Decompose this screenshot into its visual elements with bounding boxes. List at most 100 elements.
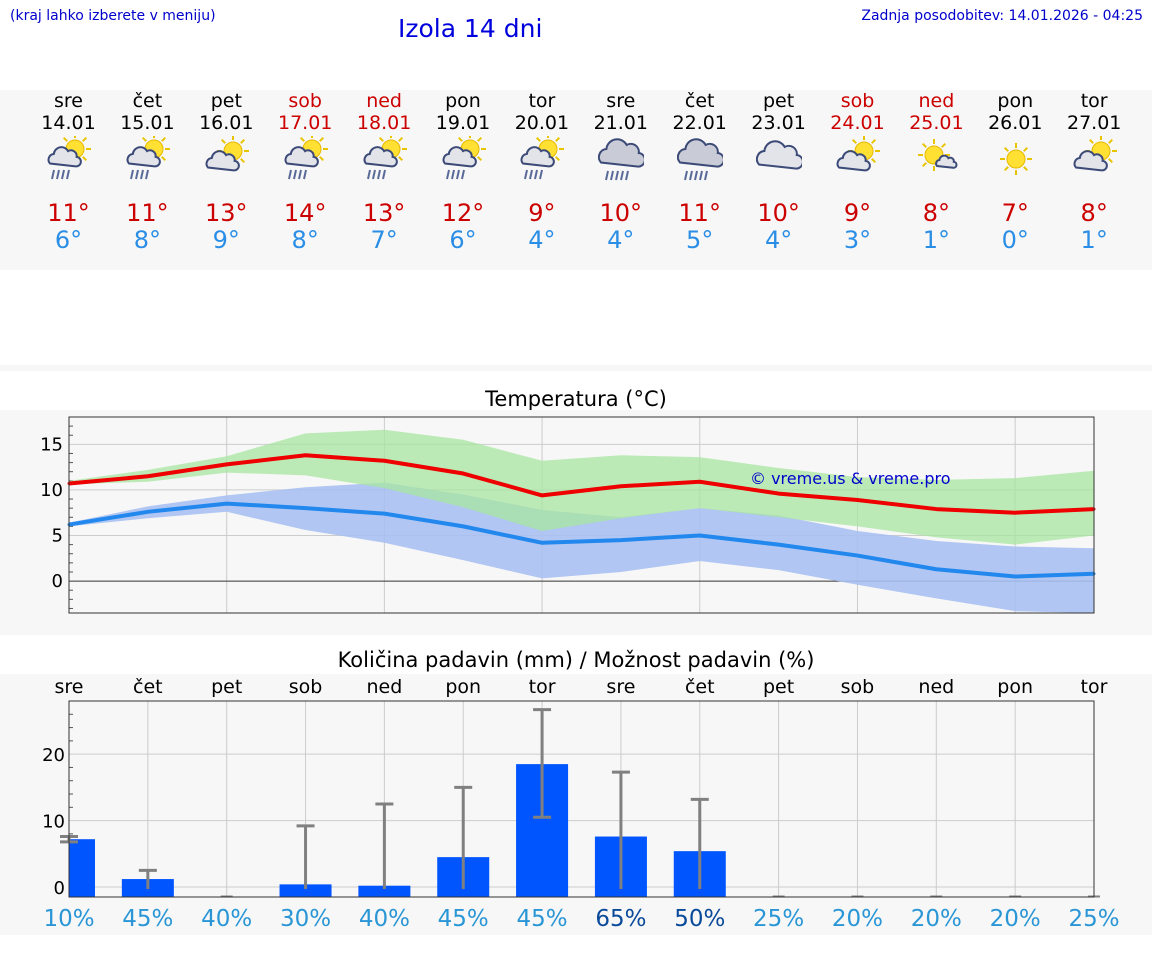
sun-cloud-icon [205,136,249,172]
temperature-chart: 0 5 10 15 © vreme.us & vreme.pro [40,416,1096,614]
sun-cloud-rain-icon [47,136,91,180]
category-label: čet [133,676,163,698]
precip-chance-label: 25% [1068,906,1119,932]
cloud-rain-icon [677,138,724,181]
min-temp: 8° [291,226,319,254]
category-label: pet [211,676,242,698]
y-tick-label: 15 [40,434,63,455]
y-tick-label: 5 [52,526,63,547]
precipitation-chart: 0 10 20 sre čet pet sob ned pon tor sre čet pet sob ne… [42,676,1119,932]
category-label: pon [445,676,481,698]
day-name: tor [528,90,556,112]
day-date: 18.01 [356,112,412,134]
max-temp-line-point [619,484,623,488]
precip-chance-label: 45% [438,906,489,932]
precip-chance-label: 20% [832,906,883,932]
precipitation-chart-panel: 0 10 20 sre čet pet sob ned pon tor sre čet pet sob ne… [0,674,1152,935]
precip-bar [358,885,411,897]
day-name: ned [918,90,955,112]
precip-chance-label: 40% [359,906,410,932]
sun-icon [999,143,1032,175]
min-temp-line-point [855,554,859,558]
min-temp-line-point [146,510,150,514]
precipitation-chart-title: Količina padavin (mm) / Možnost padavin … [337,648,815,672]
temperature-chart-title: Temperatura (°C) [485,387,667,411]
day-date: 15.01 [120,112,175,134]
precip-chance-label: 45% [122,906,173,932]
max-temp: 8° [922,199,951,227]
precip-chance-label: 30% [280,906,331,932]
day-date: 26.01 [988,112,1043,134]
min-temp-line-point [1013,575,1017,579]
plot-frame [68,700,1095,898]
category-label: sre [55,676,84,698]
day-name: čet [132,90,163,112]
day-date: 24.01 [830,112,885,134]
day-date: 17.01 [277,112,333,134]
min-temp: 3° [843,226,872,254]
min-temp-line-point [777,543,781,547]
max-temp: 9° [843,199,872,227]
max-temp: 9° [528,199,556,227]
category-label: tor [529,676,556,698]
min-temp: 1° [1080,226,1108,254]
day-name: tor [1080,90,1108,112]
day-date: 14.01 [41,112,96,134]
y-tick-label: 20 [42,745,65,766]
day-name: pet [210,90,242,112]
max-temp: 14° [283,199,327,227]
day-date: 19.01 [435,112,491,134]
day-name: sre [54,90,83,112]
watermark: © vreme.us & vreme.pro [750,469,951,488]
max-temp-line-point [540,493,544,497]
category-label: sre [606,676,635,698]
sun-cloud-icon [1073,136,1117,172]
max-temp: 11° [126,199,169,227]
day-name: pon [997,90,1034,112]
min-temp: 4° [607,226,635,254]
max-temp-line-point [1013,511,1017,515]
min-temp-line-point [934,567,938,571]
min-temp: 7° [370,226,398,254]
day-date: 27.01 [1066,112,1122,134]
category-label: ned [918,676,954,698]
precip-chance-label: 50% [674,906,725,932]
day-date: 22.01 [672,112,727,134]
category-label: tor [1081,676,1108,698]
location-hint: (kraj lahko izberete v meniju) [10,8,216,24]
max-temp-line-point [382,459,386,463]
daily-forecast-strip: sre 14.01 11° 6° čet 15.01 11° 8° pet 16.0… [0,90,1152,270]
day-name: sre [606,90,636,112]
min-temp-line-point [540,541,544,545]
sun-cloud-rain-icon [284,136,328,180]
max-temp-line [68,453,1095,515]
min-temp-line-point [382,512,386,516]
y-tick-label: 10 [40,480,63,501]
min-temp: 9° [212,226,240,254]
sun-cloud-rain-icon [126,136,170,180]
day-date: 23.01 [751,112,806,134]
category-label: pet [763,676,794,698]
category-label: sob [841,676,875,698]
min-temp: 6° [54,226,83,254]
category-label: pon [997,676,1033,698]
precip-chance-label: 10% [43,906,94,932]
precip-chance-label: 25% [753,906,804,932]
min-temp: 5° [686,226,714,254]
cloud-icon [756,140,803,170]
min-temp-range-band [69,482,1094,613]
max-temp-line-point [461,472,465,476]
min-temp: 0° [1001,226,1029,254]
day-date: 25.01 [909,112,964,134]
precip-bar [69,839,95,897]
y-tick-label: 10 [42,812,65,833]
precip-chance-label: 20% [911,906,962,932]
max-temp: 10° [757,199,800,227]
max-temp: 12° [441,199,485,227]
max-temp: 13° [205,199,248,227]
day-name: sob [288,90,322,112]
sun-small-cloud-icon [917,139,958,171]
min-temp-line [68,501,1095,579]
last-updated: Zadnja posodobitev: 14.01.2026 - 04:25 [861,8,1143,24]
max-temp-line-point [855,498,859,502]
